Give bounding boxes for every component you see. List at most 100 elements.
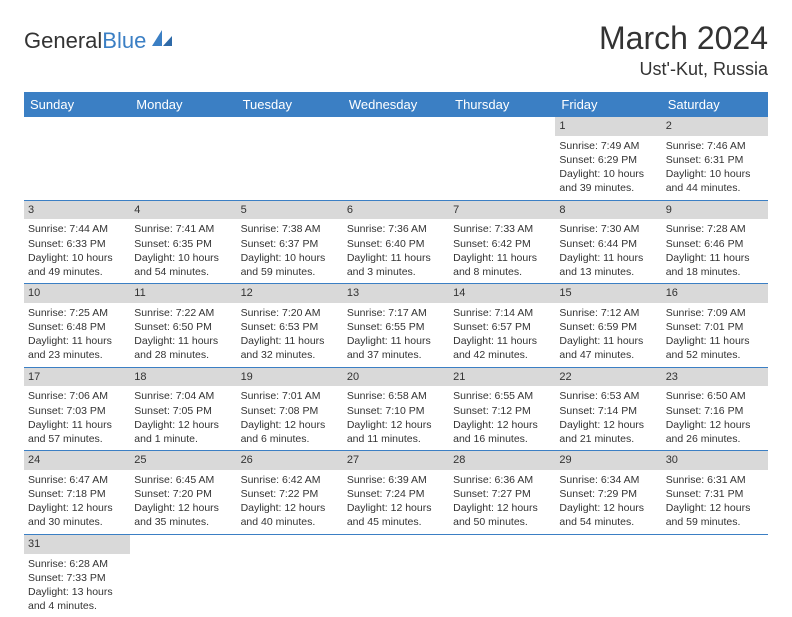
day-content: Sunrise: 6:34 AMSunset: 7:29 PMDaylight:… — [555, 470, 661, 534]
day-content: Sunrise: 6:45 AMSunset: 7:20 PMDaylight:… — [130, 470, 236, 534]
day-content: Sunrise: 7:14 AMSunset: 6:57 PMDaylight:… — [449, 303, 555, 367]
day-content: Sunrise: 6:55 AMSunset: 7:12 PMDaylight:… — [449, 386, 555, 450]
day-number: 2 — [662, 117, 768, 136]
sunrise-line: Sunrise: 6:47 AM — [28, 473, 126, 487]
calendar-day-cell: 25Sunrise: 6:45 AMSunset: 7:20 PMDayligh… — [130, 451, 236, 535]
day-content: Sunrise: 7:41 AMSunset: 6:35 PMDaylight:… — [130, 219, 236, 283]
sunset-line: Sunset: 6:53 PM — [241, 320, 339, 334]
daylight-line: Daylight: 12 hours and 1 minute. — [134, 418, 232, 446]
day-content: Sunrise: 7:46 AMSunset: 6:31 PMDaylight:… — [662, 136, 768, 200]
day-content: Sunrise: 6:58 AMSunset: 7:10 PMDaylight:… — [343, 386, 449, 450]
sunrise-line: Sunrise: 6:42 AM — [241, 473, 339, 487]
calendar-day-cell — [343, 534, 449, 617]
sunrise-line: Sunrise: 6:34 AM — [559, 473, 657, 487]
calendar-day-cell: 9Sunrise: 7:28 AMSunset: 6:46 PMDaylight… — [662, 200, 768, 284]
calendar-day-cell: 10Sunrise: 7:25 AMSunset: 6:48 PMDayligh… — [24, 284, 130, 368]
calendar-day-cell: 30Sunrise: 6:31 AMSunset: 7:31 PMDayligh… — [662, 451, 768, 535]
day-content: Sunrise: 7:28 AMSunset: 6:46 PMDaylight:… — [662, 219, 768, 283]
calendar-day-cell — [237, 117, 343, 200]
month-title: March 2024 — [599, 20, 768, 57]
calendar-week-row: 10Sunrise: 7:25 AMSunset: 6:48 PMDayligh… — [24, 284, 768, 368]
logo-text-2: Blue — [102, 28, 146, 54]
sunrise-line: Sunrise: 7:01 AM — [241, 389, 339, 403]
day-number: 12 — [237, 284, 343, 303]
day-number: 3 — [24, 201, 130, 220]
calendar-day-cell: 22Sunrise: 6:53 AMSunset: 7:14 PMDayligh… — [555, 367, 661, 451]
daylight-line: Daylight: 12 hours and 26 minutes. — [666, 418, 764, 446]
day-content: Sunrise: 7:36 AMSunset: 6:40 PMDaylight:… — [343, 219, 449, 283]
sunset-line: Sunset: 7:27 PM — [453, 487, 551, 501]
weekday-header: Tuesday — [237, 92, 343, 117]
weekday-header-row: Sunday Monday Tuesday Wednesday Thursday… — [24, 92, 768, 117]
calendar-day-cell: 12Sunrise: 7:20 AMSunset: 6:53 PMDayligh… — [237, 284, 343, 368]
sunrise-line: Sunrise: 7:41 AM — [134, 222, 232, 236]
daylight-line: Daylight: 10 hours and 39 minutes. — [559, 167, 657, 195]
calendar-day-cell: 7Sunrise: 7:33 AMSunset: 6:42 PMDaylight… — [449, 200, 555, 284]
calendar-day-cell: 29Sunrise: 6:34 AMSunset: 7:29 PMDayligh… — [555, 451, 661, 535]
calendar-table: Sunday Monday Tuesday Wednesday Thursday… — [24, 92, 768, 617]
sunrise-line: Sunrise: 7:28 AM — [666, 222, 764, 236]
daylight-line: Daylight: 12 hours and 35 minutes. — [134, 501, 232, 529]
calendar-day-cell — [24, 117, 130, 200]
location: Ust'-Kut, Russia — [599, 59, 768, 80]
day-content: Sunrise: 7:12 AMSunset: 6:59 PMDaylight:… — [555, 303, 661, 367]
day-number: 15 — [555, 284, 661, 303]
day-content: Sunrise: 7:25 AMSunset: 6:48 PMDaylight:… — [24, 303, 130, 367]
calendar-day-cell: 1Sunrise: 7:49 AMSunset: 6:29 PMDaylight… — [555, 117, 661, 200]
calendar-day-cell — [662, 534, 768, 617]
sunset-line: Sunset: 6:55 PM — [347, 320, 445, 334]
calendar-day-cell: 6Sunrise: 7:36 AMSunset: 6:40 PMDaylight… — [343, 200, 449, 284]
sunset-line: Sunset: 7:10 PM — [347, 404, 445, 418]
calendar-week-row: 17Sunrise: 7:06 AMSunset: 7:03 PMDayligh… — [24, 367, 768, 451]
sunset-line: Sunset: 7:33 PM — [28, 571, 126, 585]
day-content: Sunrise: 7:09 AMSunset: 7:01 PMDaylight:… — [662, 303, 768, 367]
day-number: 22 — [555, 368, 661, 387]
daylight-line: Daylight: 11 hours and 32 minutes. — [241, 334, 339, 362]
calendar-week-row: 31Sunrise: 6:28 AMSunset: 7:33 PMDayligh… — [24, 534, 768, 617]
sunset-line: Sunset: 6:33 PM — [28, 237, 126, 251]
calendar-day-cell: 19Sunrise: 7:01 AMSunset: 7:08 PMDayligh… — [237, 367, 343, 451]
sunrise-line: Sunrise: 6:45 AM — [134, 473, 232, 487]
sunset-line: Sunset: 7:22 PM — [241, 487, 339, 501]
sunrise-line: Sunrise: 7:36 AM — [347, 222, 445, 236]
day-content: Sunrise: 7:04 AMSunset: 7:05 PMDaylight:… — [130, 386, 236, 450]
sunset-line: Sunset: 6:40 PM — [347, 237, 445, 251]
weekday-header: Friday — [555, 92, 661, 117]
daylight-line: Daylight: 11 hours and 47 minutes. — [559, 334, 657, 362]
sunset-line: Sunset: 7:18 PM — [28, 487, 126, 501]
sunset-line: Sunset: 6:44 PM — [559, 237, 657, 251]
calendar-day-cell — [343, 117, 449, 200]
day-content: Sunrise: 6:39 AMSunset: 7:24 PMDaylight:… — [343, 470, 449, 534]
day-number: 11 — [130, 284, 236, 303]
day-content: Sunrise: 7:22 AMSunset: 6:50 PMDaylight:… — [130, 303, 236, 367]
sunrise-line: Sunrise: 6:58 AM — [347, 389, 445, 403]
day-content: Sunrise: 6:31 AMSunset: 7:31 PMDaylight:… — [662, 470, 768, 534]
sunrise-line: Sunrise: 7:49 AM — [559, 139, 657, 153]
calendar-day-cell — [130, 534, 236, 617]
sunrise-line: Sunrise: 7:06 AM — [28, 389, 126, 403]
calendar-day-cell: 15Sunrise: 7:12 AMSunset: 6:59 PMDayligh… — [555, 284, 661, 368]
sunset-line: Sunset: 6:42 PM — [453, 237, 551, 251]
day-number: 19 — [237, 368, 343, 387]
day-content: Sunrise: 7:17 AMSunset: 6:55 PMDaylight:… — [343, 303, 449, 367]
day-content: Sunrise: 6:47 AMSunset: 7:18 PMDaylight:… — [24, 470, 130, 534]
sunset-line: Sunset: 7:16 PM — [666, 404, 764, 418]
calendar-day-cell — [449, 534, 555, 617]
daylight-line: Daylight: 10 hours and 44 minutes. — [666, 167, 764, 195]
sunrise-line: Sunrise: 6:53 AM — [559, 389, 657, 403]
sunrise-line: Sunrise: 7:20 AM — [241, 306, 339, 320]
day-content: Sunrise: 7:20 AMSunset: 6:53 PMDaylight:… — [237, 303, 343, 367]
daylight-line: Daylight: 12 hours and 59 minutes. — [666, 501, 764, 529]
sunset-line: Sunset: 6:37 PM — [241, 237, 339, 251]
sunset-line: Sunset: 7:31 PM — [666, 487, 764, 501]
sunset-line: Sunset: 6:29 PM — [559, 153, 657, 167]
sunset-line: Sunset: 7:05 PM — [134, 404, 232, 418]
daylight-line: Daylight: 11 hours and 28 minutes. — [134, 334, 232, 362]
weekday-header: Thursday — [449, 92, 555, 117]
day-number: 9 — [662, 201, 768, 220]
day-number: 28 — [449, 451, 555, 470]
daylight-line: Daylight: 13 hours and 4 minutes. — [28, 585, 126, 613]
sunset-line: Sunset: 6:50 PM — [134, 320, 232, 334]
day-content: Sunrise: 7:33 AMSunset: 6:42 PMDaylight:… — [449, 219, 555, 283]
daylight-line: Daylight: 11 hours and 37 minutes. — [347, 334, 445, 362]
